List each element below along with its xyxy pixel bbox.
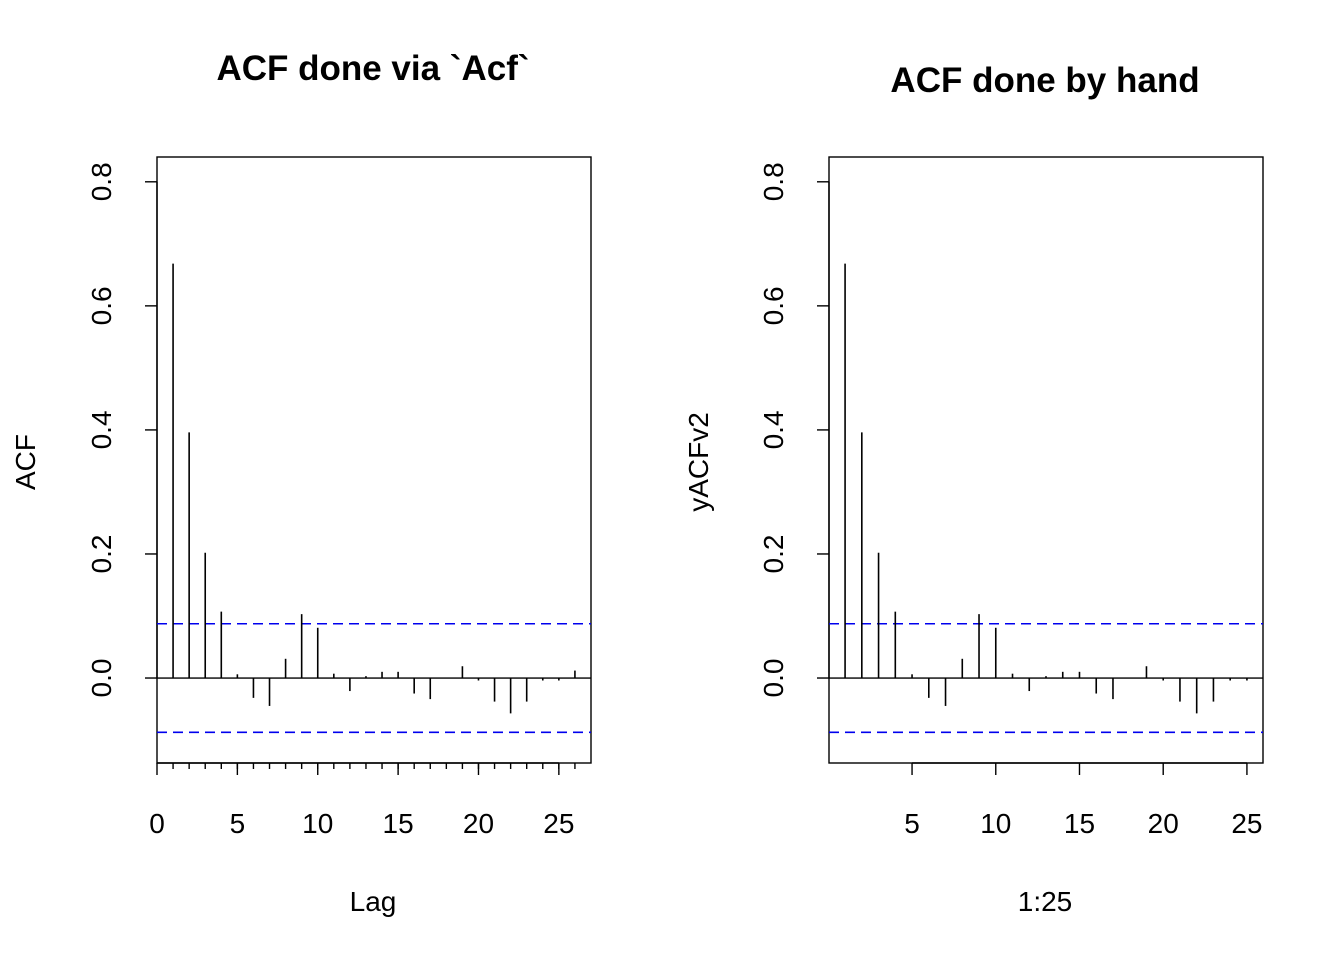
y-axis-label: yACFv2 — [683, 412, 714, 512]
y-tick-label: 0.0 — [86, 659, 117, 698]
x-tick-label: 5 — [230, 808, 246, 839]
chart-title: ACF done by hand — [890, 61, 1199, 100]
y-tick-label: 0.4 — [86, 410, 117, 449]
y-tick-label: 0.6 — [86, 286, 117, 325]
x-tick-label: 20 — [463, 808, 494, 839]
y-tick-label: 0.4 — [758, 410, 789, 449]
x-tick-label: 15 — [383, 808, 414, 839]
y-tick-label: 0.0 — [758, 659, 789, 698]
acf-panel-right: ACF done by hand yACFv2 1:25 0.00.20.40.… — [683, 61, 1264, 917]
y-tick-label: 0.8 — [86, 162, 117, 201]
x-axis-label: 1:25 — [1018, 886, 1073, 917]
x-tick-label: 15 — [1064, 808, 1095, 839]
x-tick-label: 10 — [302, 808, 333, 839]
plot-border — [156, 156, 592, 764]
plot-area: 0.0 0.2 0.4 0.6 0.8 5 10 15 20 25 — [758, 156, 1264, 839]
x-tick-label: 25 — [543, 808, 574, 839]
x-tick-label: 20 — [1148, 808, 1179, 839]
y-tick-label: 0.8 — [758, 162, 789, 201]
acf-panel-left: ACF done via `Acf` ACF Lag 0.00.20.40.60… — [10, 49, 592, 917]
x-tick-label: 10 — [980, 808, 1011, 839]
y-tick-label: 0.2 — [86, 535, 117, 574]
y-axis-label: ACF — [10, 434, 41, 490]
x-tick-label: 5 — [904, 808, 920, 839]
x-axis-label: Lag — [350, 886, 397, 917]
y-tick-label: 0.6 — [758, 286, 789, 325]
plot-area: 0.0 0.2 0.4 0.6 0.8 0 5 10 15 20 25 — [86, 156, 592, 839]
plot-border — [828, 156, 1264, 764]
y-tick-label: 0.2 — [758, 535, 789, 574]
x-tick-label: 25 — [1231, 808, 1262, 839]
x-tick-label: 0 — [149, 808, 165, 839]
chart-title: ACF done via `Acf` — [216, 49, 529, 88]
